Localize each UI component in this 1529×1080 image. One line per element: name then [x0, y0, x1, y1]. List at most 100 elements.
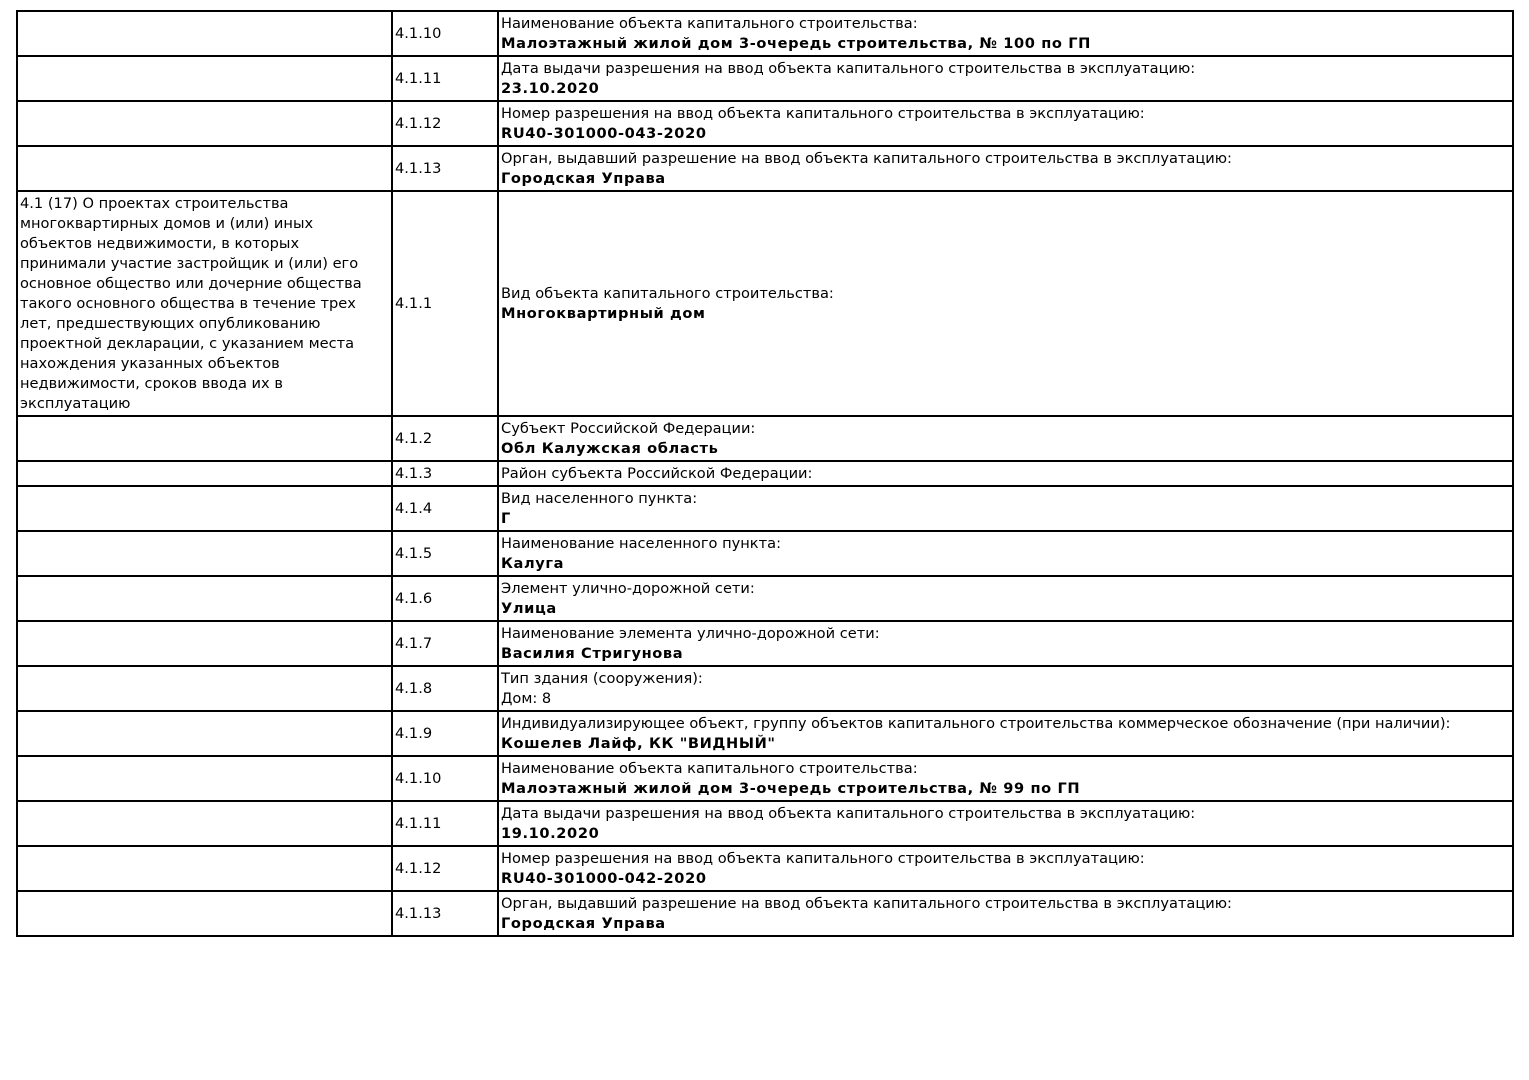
declaration-table: 4.1.10 Наименование объекта капитального … [16, 10, 1514, 937]
section-cell [16, 55, 393, 102]
field-value: Городская Управа [501, 915, 666, 932]
field-value: Обл Калужская область [501, 440, 719, 457]
content-cell: Наименование объекта капитального строит… [497, 10, 1514, 57]
field-label: Субъект Российской Федерации: [501, 420, 756, 437]
section-cell [16, 800, 393, 847]
section-cell: 4.1 (17) О проектах строительства многок… [16, 190, 393, 417]
field-label: Наименование населенного пункта: [501, 535, 781, 552]
field-value: 23.10.2020 [501, 80, 600, 97]
content-cell: Дата выдачи разрешения на ввод объекта к… [497, 55, 1514, 102]
item-code-cell: 4.1.12 [391, 100, 499, 147]
field-value: Малоэтажный жилой дом 3-очередь строител… [501, 780, 1081, 797]
table-row: 4.1.13 Орган, выдавший разрешение на ввод… [16, 890, 1514, 937]
field-value: Кошелев Лайф, КК "ВИДНЫЙ" [501, 735, 776, 752]
item-code-cell: 4.1.2 [391, 415, 499, 462]
table-body: 4.1.10 Наименование объекта капитального … [16, 10, 1514, 937]
item-code-cell: 4.1.8 [391, 665, 499, 712]
content-cell: Район субъекта Российской Федерации: [497, 460, 1514, 487]
table-row: 4.1.11 Дата выдачи разрешения на ввод объ… [16, 800, 1514, 847]
section-cell [16, 10, 393, 57]
table-row: 4.1.9 Индивидуализирующее объект, группу … [16, 710, 1514, 757]
content-cell: Наименование объекта капитального строит… [497, 755, 1514, 802]
content-cell: Субъект Российской Федерации: Обл Калужск… [497, 415, 1514, 462]
table-row: 4.1.3 Район субъекта Российской Федерации… [16, 460, 1514, 487]
item-code-cell: 4.1.3 [391, 460, 499, 487]
section-cell [16, 575, 393, 622]
table-row: 4.1.8 Тип здания (сооружения): Дом: 8 [16, 665, 1514, 712]
field-label: Вид объекта капитального строительства: [501, 285, 834, 302]
item-code-cell: 4.1.5 [391, 530, 499, 577]
field-value: RU40-301000-043-2020 [501, 125, 707, 142]
table-row: 4.1.7 Наименование элемента улично-дорожн… [16, 620, 1514, 667]
table-row: 4.1.13 Орган, выдавший разрешение на ввод… [16, 145, 1514, 192]
item-code-cell: 4.1.10 [391, 755, 499, 802]
content-cell: Индивидуализирующее объект, группу объек… [497, 710, 1514, 757]
section-cell [16, 460, 393, 487]
item-code-cell: 4.1.11 [391, 55, 499, 102]
field-value: 19.10.2020 [501, 825, 600, 842]
field-label: Район субъекта Российской Федерации: [501, 465, 813, 482]
content-cell: Орган, выдавший разрешение на ввод объек… [497, 145, 1514, 192]
section-cell [16, 415, 393, 462]
field-label: Орган, выдавший разрешение на ввод объек… [501, 895, 1232, 912]
table-row: 4.1.5 Наименование населенного пункта: Кал… [16, 530, 1514, 577]
field-value: RU40-301000-042-2020 [501, 870, 707, 887]
field-label: Индивидуализирующее объект, группу объек… [501, 715, 1451, 732]
field-value: Многоквартирный дом [501, 305, 706, 322]
field-label: Элемент улично-дорожной сети: [501, 580, 755, 597]
item-code-cell: 4.1.11 [391, 800, 499, 847]
field-value: Калуга [501, 555, 565, 572]
item-code-cell: 4.1.10 [391, 10, 499, 57]
item-code-cell: 4.1.1 [391, 190, 499, 417]
table-row: 4.1.6 Элемент улично-дорожной сети: Улица [16, 575, 1514, 622]
item-code-cell: 4.1.13 [391, 145, 499, 192]
item-code-cell: 4.1.9 [391, 710, 499, 757]
field-label: Орган, выдавший разрешение на ввод объек… [501, 150, 1232, 167]
field-value: Городская Управа [501, 170, 666, 187]
field-label: Наименование объекта капитального строит… [501, 760, 918, 777]
section-cell [16, 145, 393, 192]
field-label: Вид населенного пункта: [501, 490, 698, 507]
field-label: Номер разрешения на ввод объекта капитал… [501, 105, 1145, 122]
section-cell [16, 890, 393, 937]
field-label: Тип здания (сооружения): [501, 670, 703, 687]
table-row: 4.1.4 Вид населенного пункта: Г [16, 485, 1514, 532]
section-cell [16, 485, 393, 532]
content-cell: Дата выдачи разрешения на ввод объекта к… [497, 800, 1514, 847]
section-cell [16, 755, 393, 802]
content-cell: Наименование элемента улично-дорожной се… [497, 620, 1514, 667]
item-code-cell: 4.1.4 [391, 485, 499, 532]
section-cell [16, 620, 393, 667]
content-cell: Номер разрешения на ввод объекта капитал… [497, 845, 1514, 892]
table-row: 4.1.2 Субъект Российской Федерации: Обл Ка… [16, 415, 1514, 462]
table-row: 4.1.12 Номер разрешения на ввод объекта к… [16, 845, 1514, 892]
table-row: 4.1.10 Наименование объекта капитального … [16, 755, 1514, 802]
item-code-cell: 4.1.13 [391, 890, 499, 937]
content-cell: Наименование населенного пункта: Калуга [497, 530, 1514, 577]
section-cell [16, 845, 393, 892]
table-row: 4.1.10 Наименование объекта капитального … [16, 10, 1514, 57]
field-value: Дом: 8 [501, 690, 552, 707]
content-cell: Орган, выдавший разрешение на ввод объек… [497, 890, 1514, 937]
table-row: 4.1 (17) О проектах строительства многок… [16, 190, 1514, 417]
field-value: Малоэтажный жилой дом 3-очередь строител… [501, 35, 1091, 52]
field-label: Номер разрешения на ввод объекта капитал… [501, 850, 1145, 867]
field-value: Улица [501, 600, 557, 617]
item-code-cell: 4.1.6 [391, 575, 499, 622]
section-cell [16, 665, 393, 712]
field-label: Наименование объекта капитального строит… [501, 15, 918, 32]
section-cell [16, 710, 393, 757]
content-cell: Вид объекта капитального строительства: М… [497, 190, 1514, 417]
item-code-cell: 4.1.12 [391, 845, 499, 892]
table-row: 4.1.12 Номер разрешения на ввод объекта к… [16, 100, 1514, 147]
field-label: Наименование элемента улично-дорожной се… [501, 625, 880, 642]
field-label: Дата выдачи разрешения на ввод объекта к… [501, 60, 1196, 77]
field-value: Г [501, 510, 511, 527]
content-cell: Элемент улично-дорожной сети: Улица [497, 575, 1514, 622]
field-value: Василия Стригунова [501, 645, 684, 662]
content-cell: Номер разрешения на ввод объекта капитал… [497, 100, 1514, 147]
section-cell [16, 530, 393, 577]
content-cell: Вид населенного пункта: Г [497, 485, 1514, 532]
item-code-cell: 4.1.7 [391, 620, 499, 667]
section-cell [16, 100, 393, 147]
